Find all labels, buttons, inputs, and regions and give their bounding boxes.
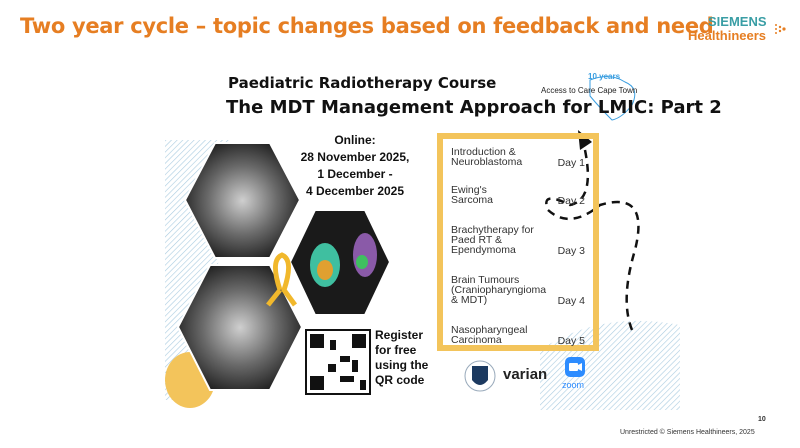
ten-years-badge: 10 years [588,72,621,81]
varian-logo: varian [503,366,548,383]
slide-title: Two year cycle – topic changes based on … [20,14,714,38]
schedule-day: Day 1 [557,157,585,169]
mri-hexagon [183,142,302,259]
schedule-topic: Brachytherapy for Paed RT & Ependymoma [451,224,534,256]
date-line: 4 December 2025 [305,184,405,198]
register-line: using the [375,358,429,372]
online-label: Online: [334,133,376,147]
gold-ribbon-icon [266,252,298,307]
schedule-topic: Nasopharyngeal Carcinoma [451,324,528,346]
register-line: Register [375,328,424,342]
schedule-day: Day 4 [557,295,585,307]
schedule-topic: Introduction & Neuroblastoma [451,146,523,168]
schedule-topic: Ewing's Sarcoma [451,184,494,206]
poster-subtitle: The MDT Management Approach for LMIC: Pa… [226,97,722,118]
zoom-logo-text: zoom [562,380,585,390]
schedule-box: Introduction & Neuroblastoma Day 1 Ewing… [437,133,599,351]
hatch-right [540,320,680,410]
register-line: for free [375,343,417,357]
healthineers-dots-icon [775,24,786,34]
schedule-topic: Brain Tumours (Craniopharyngioma & MDT) [451,274,547,306]
footer-text: Unrestricted © Siemens Healthineers, 202… [620,429,755,436]
poster-title: Paediatric Radiotherapy Course [228,74,497,92]
date-line: 28 November 2025, [300,150,410,164]
access-to-care-logo: Access to Care Cape Town [541,86,638,95]
online-dates: Online: 28 November 2025, 1 December - 4… [300,132,410,200]
date-line: 1 December - [317,167,393,181]
schedule-day: Day 5 [557,335,585,347]
register-text: Register for free using the QR code [375,328,428,388]
siemens-logo-text: SIEMENS [708,14,767,29]
ct-hexagon [176,264,304,391]
register-line: QR code [375,373,425,387]
schedule-day: Day 3 [557,245,585,257]
healthineers-logo-text: Healthineers [688,28,767,43]
schedule-day: Day 2 [557,195,585,207]
dashed-arrow [545,149,640,331]
page-number: 10 [758,416,766,423]
africa-outline [589,76,636,121]
